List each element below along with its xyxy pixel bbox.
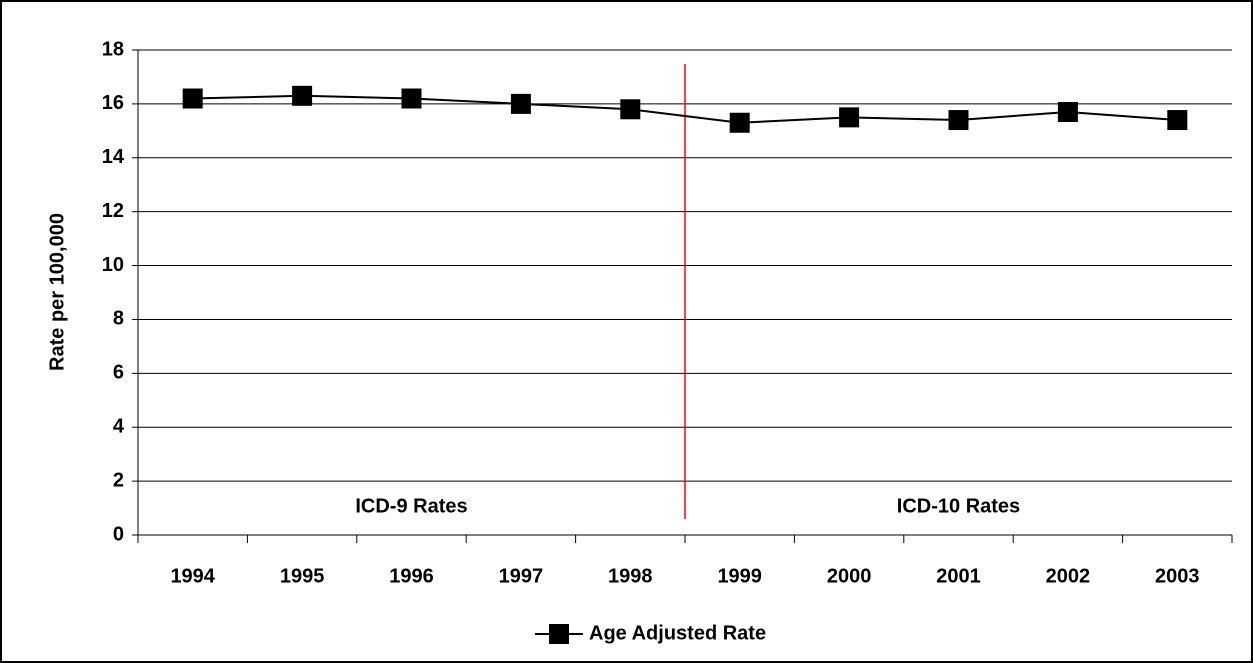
x-tick-label: 1994	[170, 565, 215, 587]
series-line	[192, 94, 1178, 124]
legend-label: Age Adjusted Rate	[589, 622, 766, 644]
point-marker	[401, 88, 422, 109]
point-marker	[1057, 101, 1078, 122]
y-tick-label: 2	[113, 469, 124, 491]
legend-marker	[549, 624, 569, 644]
point-marker	[839, 107, 860, 128]
point-marker	[510, 93, 531, 114]
x-tick-label: 1996	[389, 565, 434, 587]
point-marker	[729, 112, 750, 133]
y-tick-label: 12	[102, 200, 124, 222]
y-tick-label: 0	[113, 523, 124, 545]
annotation: ICD-10 Rates	[897, 495, 1020, 517]
point-marker	[1167, 110, 1188, 131]
y-tick-label: 16	[102, 92, 124, 114]
x-tick-label: 1998	[608, 565, 653, 587]
point-marker	[620, 99, 641, 120]
y-tick-label: 14	[102, 146, 125, 168]
annotation: ICD-9 Rates	[355, 495, 467, 517]
x-tick-label: 2003	[1155, 565, 1200, 587]
x-tick-label: 2000	[827, 565, 872, 587]
y-tick-label: 8	[113, 308, 124, 330]
y-tick-label: 6	[113, 362, 124, 384]
point-marker	[948, 110, 969, 131]
x-tick-label: 1997	[499, 565, 544, 587]
y-tick-label: 18	[102, 38, 124, 60]
x-tick-label: 1999	[717, 565, 762, 587]
point-marker	[292, 85, 313, 106]
y-tick-label: 4	[113, 416, 125, 438]
point-marker	[182, 88, 203, 109]
x-tick-label: 2001	[936, 565, 981, 587]
x-tick-label: 1995	[280, 565, 325, 587]
y-axis-label: Rate per 100,000	[46, 213, 68, 371]
x-tick-label: 2002	[1046, 565, 1091, 587]
y-tick-label: 10	[102, 254, 124, 276]
